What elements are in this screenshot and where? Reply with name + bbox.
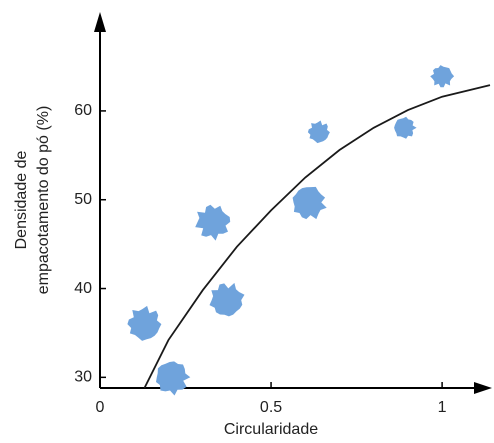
fit-curve: [143, 84, 491, 389]
particle: [195, 204, 231, 241]
y-axis-label-line: Densidade de: [13, 151, 30, 250]
particle: [292, 186, 327, 220]
y-tick-label: 60: [74, 102, 92, 119]
particle: [394, 116, 417, 139]
x-tick-label: 1: [438, 399, 447, 416]
particle: [307, 120, 330, 144]
y-axis-label-line: empacotamento do pó (%): [35, 106, 52, 295]
x-tick-label: 0: [96, 399, 105, 416]
x-axis-label: Circularidade: [224, 421, 318, 438]
particle: [209, 282, 245, 317]
y-tick-label: 50: [74, 191, 92, 208]
particle: [156, 361, 191, 396]
x-axis-arrow: [474, 382, 492, 394]
y-tick-label: 30: [74, 369, 92, 386]
y-tick-label: 40: [74, 280, 92, 297]
x-tick-label: 0.5: [260, 399, 282, 416]
y-axis-label: Densidade de empacotamento do pó (%): [13, 106, 52, 295]
y-axis-arrow: [94, 12, 106, 32]
particle: [127, 305, 162, 341]
particle: [430, 65, 455, 88]
